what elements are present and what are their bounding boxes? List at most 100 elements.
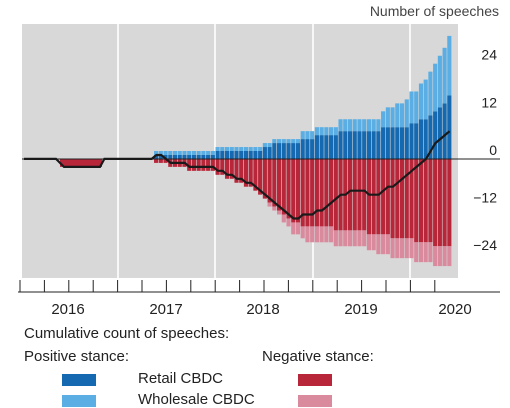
bar-retail-positive <box>324 135 329 159</box>
bar-wholesale-positive <box>281 139 286 144</box>
bar-retail-negative <box>433 158 438 247</box>
bar-retail-positive <box>310 139 315 159</box>
bar-retail-negative <box>262 158 267 199</box>
bar-retail-positive <box>357 131 362 159</box>
bar-wholesale-positive <box>357 119 362 132</box>
bar-wholesale-negative <box>305 226 310 243</box>
bar-wholesale-positive <box>385 107 390 128</box>
bar-wholesale-positive <box>272 139 277 144</box>
bar-retail-negative <box>447 158 452 247</box>
bar-retail-positive <box>220 151 225 159</box>
bar-wholesale-positive <box>239 147 244 151</box>
bar-wholesale-positive <box>220 147 225 151</box>
bar-wholesale-positive <box>234 147 239 151</box>
bar-wholesale-positive <box>319 127 324 136</box>
bar-wholesale-positive <box>253 147 258 151</box>
x-tick-label: 2020 <box>438 301 471 318</box>
bar-wholesale-positive <box>343 119 348 132</box>
bar-wholesale-negative <box>314 226 319 243</box>
net-stance-line <box>24 130 451 220</box>
bar-wholesale-positive <box>352 119 357 132</box>
bar-retail-negative <box>437 158 442 247</box>
bar-retail-positive <box>201 154 206 159</box>
bar-wholesale-positive <box>418 83 424 120</box>
bar-retail-positive <box>272 143 277 159</box>
bar-wholesale-negative <box>409 238 414 259</box>
bar-retail-negative <box>196 158 201 171</box>
bar-retail-negative <box>234 158 239 183</box>
bar-retail-positive <box>182 154 187 159</box>
bar-retail-negative <box>215 158 220 175</box>
bar-retail-positive <box>154 154 159 159</box>
bar-retail-negative <box>295 158 301 223</box>
bar-retail-negative <box>404 158 409 239</box>
bar-retail-positive <box>281 143 286 159</box>
bar-wholesale-positive <box>437 55 442 108</box>
bar-wholesale-positive <box>404 99 409 128</box>
bar-retail-negative <box>158 158 163 163</box>
bar-retail-negative <box>154 158 159 163</box>
bar-retail-negative <box>366 158 371 235</box>
bar-retail-positive <box>158 154 163 159</box>
bar-wholesale-negative <box>442 246 447 267</box>
bar-wholesale-positive <box>201 151 206 155</box>
bar-retail-negative <box>286 158 291 219</box>
bar-retail-negative <box>220 158 225 175</box>
bar-retail-positive <box>210 154 215 159</box>
bar-wholesale-negative <box>357 230 362 247</box>
bar-wholesale-negative <box>352 230 357 247</box>
bar-wholesale-negative <box>366 234 371 251</box>
bar-retail-negative <box>206 158 211 171</box>
bar-wholesale-positive <box>376 119 381 132</box>
bar-wholesale-negative <box>362 230 367 247</box>
bar-retail-negative <box>428 158 433 243</box>
bar-wholesale-positive <box>172 151 178 155</box>
bar-retail-negative <box>224 158 230 179</box>
bar-wholesale-positive <box>362 119 367 132</box>
bar-retail-positive <box>295 143 301 159</box>
bar-retail-positive <box>267 147 272 159</box>
bar-wholesale-negative <box>404 238 409 259</box>
bar-wholesale-negative <box>295 222 301 235</box>
bar-wholesale-positive <box>243 147 249 151</box>
bar-wholesale-positive <box>381 111 386 128</box>
bar-retail-positive <box>362 131 367 159</box>
bar-retail-negative <box>291 158 296 223</box>
bar-retail-positive <box>291 143 296 159</box>
bar-retail-positive <box>286 143 291 159</box>
bar-wholesale-positive <box>324 127 329 136</box>
bar-wholesale-positive <box>163 151 168 155</box>
bar-retail-positive <box>243 151 249 159</box>
bar-retail-negative <box>329 158 334 227</box>
bar-wholesale-positive <box>295 139 301 144</box>
bar-wholesale-negative <box>319 226 324 243</box>
bar-wholesale-negative <box>338 230 343 247</box>
bar-retail-positive <box>187 154 192 159</box>
bar-retail-positive <box>428 115 433 159</box>
bar-wholesale-positive <box>187 151 192 155</box>
bar-retail-positive <box>177 154 182 159</box>
bar-wholesale-positive <box>291 139 296 144</box>
bar-retail-positive <box>447 95 452 159</box>
bar-retail-negative <box>229 158 234 179</box>
bar-wholesale-positive <box>258 147 263 151</box>
bar-wholesale-positive <box>447 35 452 96</box>
bar-retail-negative <box>390 158 395 239</box>
bar-retail-negative <box>300 158 305 227</box>
x-tick-label: 2016 <box>51 301 84 318</box>
bar-wholesale-negative <box>447 246 452 267</box>
bar-wholesale-negative <box>281 214 286 223</box>
bar-wholesale-positive <box>154 151 159 155</box>
bar-retail-positive <box>248 151 253 159</box>
bar-retail-positive <box>409 123 414 159</box>
bar-retail-positive <box>381 127 386 159</box>
bar-wholesale-positive <box>248 147 253 151</box>
bar-wholesale-positive <box>206 151 211 155</box>
x-tick-label: 2017 <box>149 301 182 318</box>
bar-retail-negative <box>442 158 447 247</box>
bar-retail-positive <box>305 139 310 159</box>
bar-wholesale-positive <box>305 131 310 140</box>
bar-wholesale-negative <box>371 234 376 251</box>
